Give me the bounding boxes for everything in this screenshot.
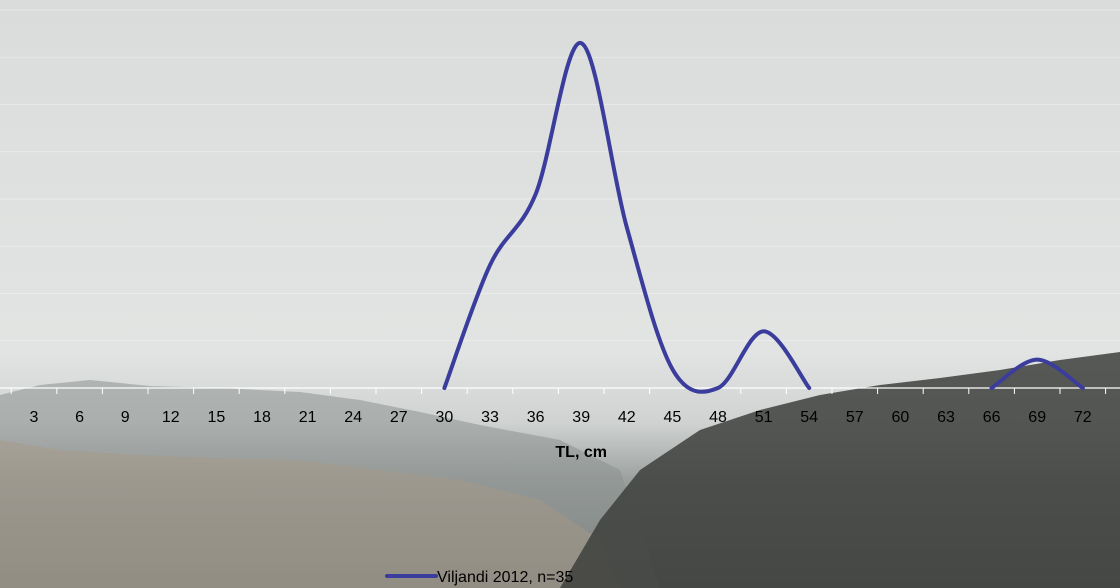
x-tick-label: 63 (937, 409, 955, 426)
x-axis-title: TL, cm (555, 444, 607, 461)
x-tick-label: 9 (121, 409, 130, 426)
series-line (989, 357, 1085, 390)
gridlines (0, 9, 1120, 342)
x-tick-label: 45 (664, 409, 682, 426)
x-tick-label: 33 (481, 409, 499, 426)
series-line (442, 41, 812, 394)
background-town (0, 440, 620, 588)
x-tick-label: 3 (30, 409, 39, 426)
background-hill-left (0, 380, 660, 588)
x-tick-label: 69 (1028, 409, 1046, 426)
x-tick-label: 15 (208, 409, 226, 426)
background-forest-right (560, 352, 1120, 588)
x-tick-label: 42 (618, 409, 636, 426)
x-tick-label: 18 (253, 409, 271, 426)
x-tick-label: 72 (1074, 409, 1092, 426)
legend-label: Viljandi 2012, n=35 (437, 569, 573, 586)
x-tick-label: 6 (75, 409, 84, 426)
x-tick-label: 21 (299, 409, 317, 426)
series-layer (442, 41, 1085, 394)
x-tick-label: 66 (983, 409, 1001, 426)
x-tick-label: 48 (709, 409, 727, 426)
x-tick-label: 51 (755, 409, 773, 426)
x-tick-label: 36 (527, 409, 545, 426)
x-tick-label: 54 (800, 409, 818, 426)
x-tick-label: 30 (436, 409, 454, 426)
x-tick-label: 12 (162, 409, 180, 426)
x-tick-label: 27 (390, 409, 408, 426)
x-axis-tick-labels: 3 6 9 12 15 18 21 24 27 30 33 36 39 42 45 48 51 54 57 60 63 6… (30, 409, 1120, 426)
legend: Viljandi 2012, n=35 (385, 569, 573, 586)
x-tick-label: 24 (344, 409, 362, 426)
x-tick-label: 39 (572, 409, 590, 426)
x-tick-label: 57 (846, 409, 864, 426)
x-axis-ticks (10, 388, 1107, 394)
x-tick-label: 60 (892, 409, 910, 426)
